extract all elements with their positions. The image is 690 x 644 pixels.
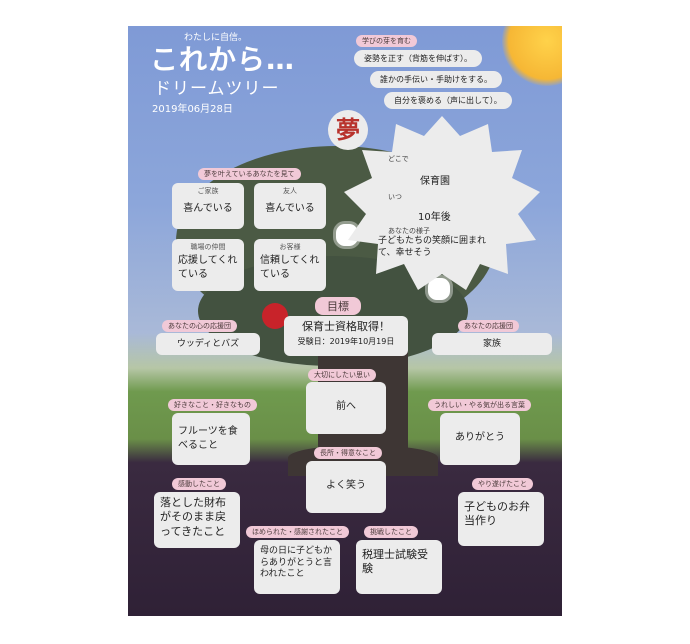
supporter-card: ご家族 喜んでいる: [172, 183, 244, 229]
sun-graphic: [502, 26, 562, 86]
dream-state-label: あなたの様子: [388, 227, 430, 235]
achieved-tag: やり遂げたこと: [472, 478, 533, 490]
learn-tag: 学びの芽を育む: [356, 35, 417, 47]
supporter-card: お客様 信頼してくれている: [254, 239, 326, 291]
motivation-tag: うれしい・やる気が出る言葉: [428, 399, 531, 411]
supporters-tag: 夢を叶えているあなたを見て: [198, 168, 301, 180]
motivation-card: ありがとう: [440, 413, 520, 465]
dream-symbol: 夢: [328, 110, 368, 150]
supporter-feel: 喜んでいる: [265, 203, 315, 215]
values-card: 前へ: [306, 382, 386, 434]
moved-tag: 感動したこと: [172, 478, 226, 490]
dream-burst: [344, 116, 540, 290]
challenged-tag: 挑戦したこと: [364, 526, 418, 538]
likes-card: フルーツを食べること: [172, 413, 250, 465]
achieved-card: 子どものお弁当作り: [458, 492, 544, 546]
values-tag: 大切にしたい思い: [308, 369, 376, 381]
supporter-value-card: 家族: [432, 333, 552, 355]
supporter-who: お客様: [279, 243, 301, 251]
strengths-card: よく笑う: [306, 461, 386, 513]
supporter-feel: 喜んでいる: [183, 203, 233, 215]
dream-when: 10年後: [418, 212, 451, 223]
dream-where: 保育園: [420, 176, 450, 187]
moved-card: 落とした財布がそのまま戻ってきたこと: [154, 492, 240, 548]
goal-tag: 目標: [315, 297, 361, 315]
strengths-tag: 長所・得意なこと: [314, 447, 382, 459]
supporter-tag: あなたの応援団: [458, 320, 519, 332]
supporter-feel: 信頼してくれている: [260, 255, 320, 280]
praised-card: 母の日に子どもからありがとうと言われたこと: [254, 540, 340, 594]
dream-state: 子どもたちの笑顔に囲まれて、幸せそう: [378, 236, 487, 258]
supporter-who: 職場の仲間: [190, 243, 226, 251]
learn-item: 姿勢を正す（背筋を伸ばす）。: [354, 50, 482, 67]
poster-date: 2019年06月28日: [152, 104, 233, 115]
exam-date: 受験日：2019年10月19日: [297, 336, 395, 346]
likes-tag: 好きなこと・好きなもの: [168, 399, 257, 411]
goal-card: 保育士資格取得！ 受験日：2019年10月19日: [284, 316, 408, 356]
dream-where-label: どこで: [388, 155, 409, 163]
poster-title: ドリームツリー: [154, 79, 280, 99]
supporter-card: 職場の仲間 応援してくれている: [172, 239, 244, 291]
heart-supporter-tag: あなたの心の応援団: [162, 320, 237, 332]
dream-when-label: いつ: [388, 193, 402, 201]
supporter-who: 友人: [283, 187, 297, 195]
supporter-card: 友人 喜んでいる: [254, 183, 326, 229]
logo: これから…: [150, 43, 296, 76]
supporter-who: ご家族: [197, 187, 219, 195]
learn-item: 誰かの手伝い・手助けをする。: [370, 71, 502, 88]
goal-text: 保育士資格取得！: [302, 320, 390, 333]
blossom-icon: [428, 278, 450, 300]
challenged-card: 税理士試験受験: [356, 540, 442, 594]
heart-supporter-card: ウッディとバズ: [156, 333, 260, 355]
dream-tree-poster: わたしに自信。 これから… ドリームツリー 2019年06月28日 学びの芽を育…: [128, 26, 562, 616]
logo-tagline: わたしに自信。: [184, 33, 248, 43]
praised-tag: ほめられた・感謝されたこと: [246, 526, 349, 538]
apple-icon: [262, 303, 288, 329]
supporter-feel: 応援してくれている: [178, 255, 238, 280]
learn-item: 自分を褒める（声に出して）。: [384, 92, 512, 109]
